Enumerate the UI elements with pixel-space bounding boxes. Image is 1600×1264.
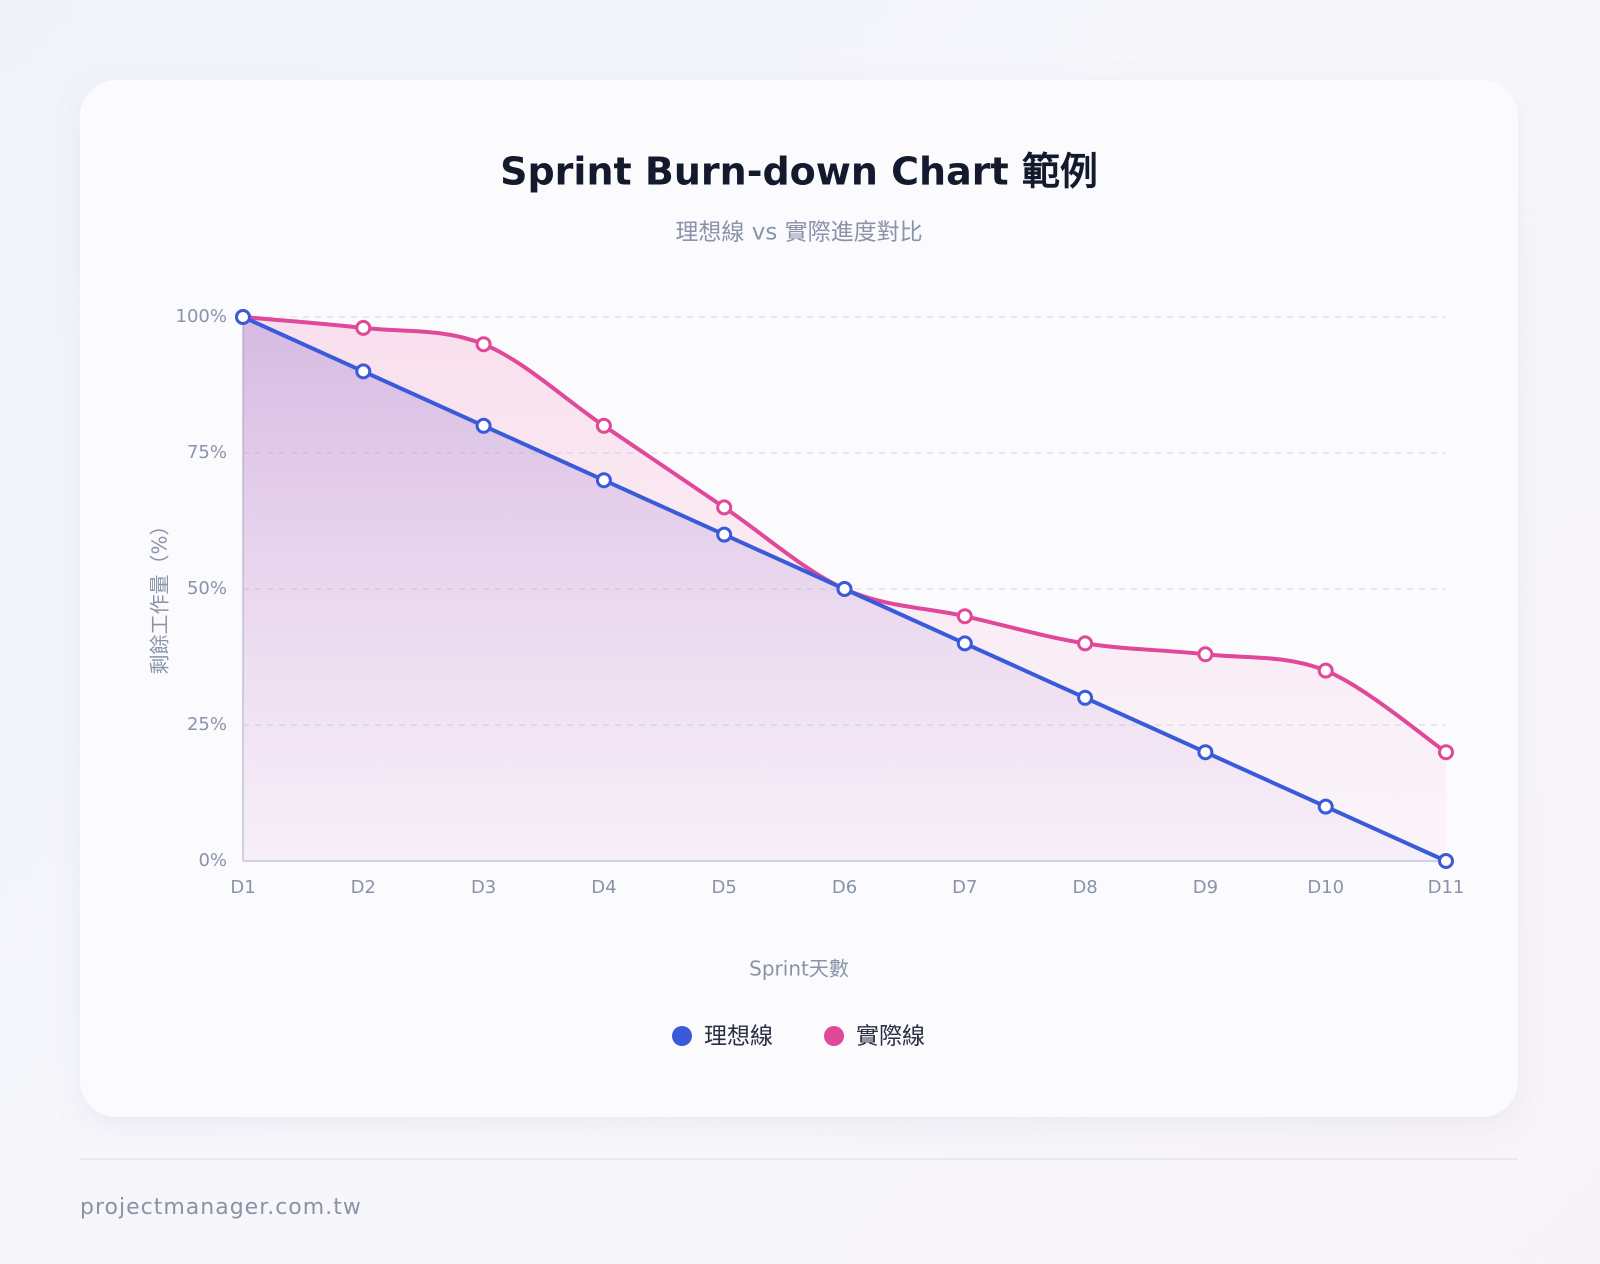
legend-label: 理想線 (704, 1024, 773, 1050)
point (475, 417, 492, 434)
point (1197, 646, 1214, 663)
x-tick-label: D2 (351, 877, 376, 898)
y-axis-title: 剩餘工作量（%） (148, 515, 172, 674)
legend-swatch (672, 1026, 692, 1046)
chart-subtitle: 理想線 vs 實際進度對比 (675, 220, 922, 246)
point (1438, 853, 1454, 869)
point (956, 635, 973, 652)
x-axis-title: Sprint天數 (749, 957, 849, 981)
point (595, 472, 612, 489)
point (1077, 635, 1094, 652)
y-tick-label: 50% (187, 578, 227, 599)
x-tick-label: D9 (1193, 877, 1218, 898)
point (836, 581, 853, 597)
y-tick-label: 25% (187, 714, 227, 735)
point (956, 608, 973, 625)
y-tick-label: 75% (187, 442, 227, 463)
x-tick-label: D3 (471, 877, 496, 898)
x-tick-label: D11 (1428, 877, 1465, 898)
point (1197, 744, 1214, 761)
legend-swatch (824, 1026, 844, 1046)
point (355, 363, 372, 380)
footer: projectmanager.com.tw (80, 1195, 362, 1220)
point (475, 336, 492, 353)
point (1317, 662, 1334, 679)
point (716, 526, 733, 543)
x-tick-label: D6 (832, 877, 857, 898)
point (1317, 798, 1334, 815)
x-tick-label: D1 (230, 877, 255, 898)
x-tick-label: D7 (952, 877, 977, 898)
legend-label: 實際線 (856, 1024, 925, 1050)
y-tick-label: 100% (176, 306, 227, 327)
point (595, 417, 612, 434)
x-tick-label: D10 (1307, 877, 1344, 898)
point (1438, 744, 1454, 761)
x-tick-label: D5 (712, 877, 737, 898)
chart-title: Sprint Burn-down Chart 範例 (500, 150, 1098, 194)
point (235, 309, 251, 325)
x-tick-label: D4 (591, 877, 616, 898)
point (716, 499, 733, 516)
y-tick-label: 0% (198, 850, 227, 871)
point (1077, 689, 1094, 706)
point (355, 319, 372, 336)
x-tick-label: D8 (1072, 877, 1097, 898)
